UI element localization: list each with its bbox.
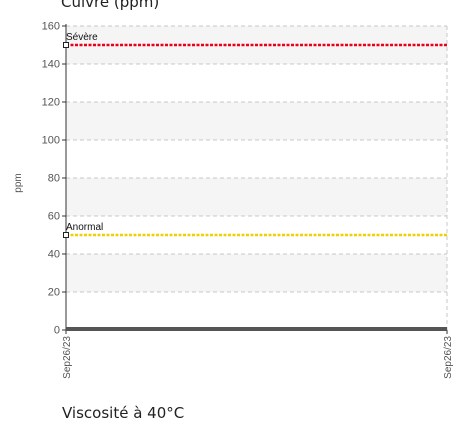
y-tick-label: 120: [42, 97, 60, 109]
threshold-marker: [63, 232, 69, 238]
chart-plot: 0 20 40 60 80 100 120 140 160 Sep26/23 Sep26/23 S…: [13, 21, 454, 379]
x-tick-label: Sep26/23: [443, 336, 454, 379]
y-axis-label: ppm: [13, 173, 24, 192]
y-tick-label: 0: [54, 325, 60, 337]
chart: Cuivre (ppm) 0 20 40 60 80 100 120 140 160 Sep26…: [13, 0, 454, 422]
grid-band: [66, 254, 447, 292]
y-tick-label: 100: [42, 135, 60, 147]
grid-band: [66, 102, 447, 140]
y-tick-label: 20: [48, 287, 60, 299]
chart-title: Cuivre (ppm): [61, 0, 160, 11]
y-tick-label: 40: [48, 249, 60, 261]
threshold-label: Sévère: [66, 32, 98, 43]
threshold-label: Anormal: [66, 222, 103, 233]
y-tick-label: 160: [42, 21, 60, 33]
y-tick-label: 60: [48, 211, 60, 223]
next-chart-title: Viscosité à 40°C: [62, 404, 185, 422]
threshold-marker: [63, 42, 69, 48]
y-tick-label: 80: [48, 173, 60, 185]
y-tick-label: 140: [42, 59, 60, 71]
x-tick-label: Sep26/23: [62, 336, 73, 379]
grid-band: [66, 178, 447, 216]
